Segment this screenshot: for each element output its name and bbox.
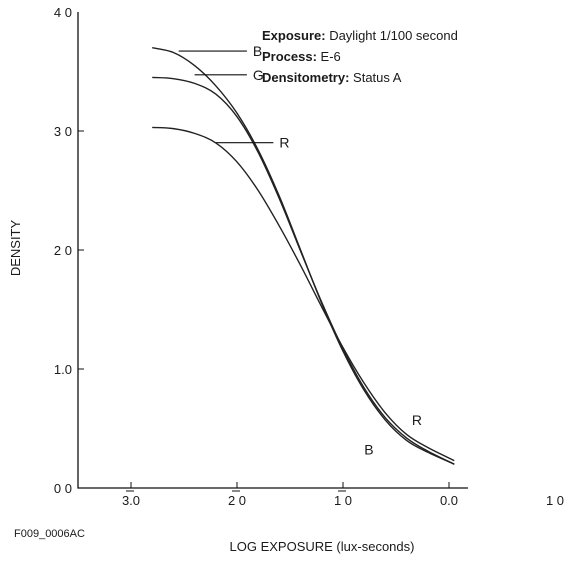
x-tick-label: 1 0 [546,493,564,508]
annotation-value: Daylight 1/100 second [329,28,458,43]
series-lines [152,47,455,465]
x-tick-label: 2 0 [228,493,246,508]
curve-label-r: R [279,135,289,151]
series-line-g [152,76,455,465]
figure-id: F009_0006AC [14,528,85,540]
y-tick-label: 2 0 [54,243,72,258]
y-axis-title: DENSITY [8,220,23,277]
series-line-r [152,126,455,462]
curve-label-r: R [412,412,422,428]
x-tick-label: 3.0 [122,493,140,508]
curve-label-b: B [253,43,262,59]
label-leaders [178,50,274,144]
annotation-label: Process: [262,49,321,64]
curve-label-g: G [253,67,264,83]
x-tick-label: 1 0 [334,493,352,508]
annotation-line: Process: E-6 [262,49,341,64]
x-tick-label: 0.0 [440,493,458,508]
y-tick-label: 0 0 [54,481,72,496]
y-tick-label: 3 0 [54,124,72,139]
annotation-line: Exposure: Daylight 1/100 second [262,28,458,43]
curve-label-b: B [364,442,373,458]
annotation-label: Densitometry: [262,70,353,85]
y-tick-label: 1.0 [54,362,72,377]
annotation-block: Exposure: Daylight 1/100 second Process: … [262,28,458,85]
annotation-value: E-6 [321,49,341,64]
annotation-line: Densitometry: Status A [262,70,402,85]
annotation-value: Status A [353,70,402,85]
axes: 4 0 3 0 2 0 1.0 0 0 3.0 2 0 1 0 0.0 1 0 [54,5,564,508]
annotation-label: Exposure: [262,28,329,43]
y-tick-label: 4 0 [54,5,72,20]
x-axis-title: LOG EXPOSURE (lux-seconds) [230,539,415,554]
